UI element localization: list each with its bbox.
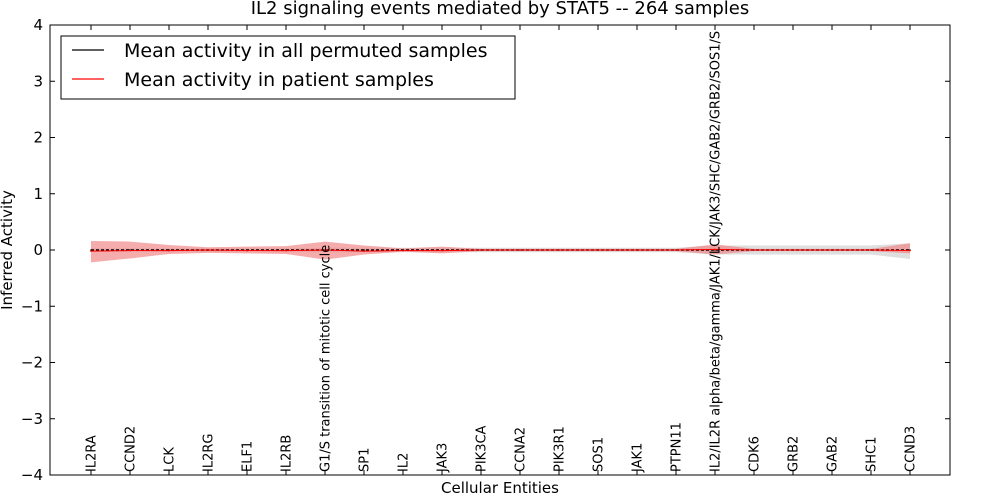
y-axis: −4 −3 −2 −1 0 1 2 3 4 xyxy=(21,16,950,484)
x-tick-label: IL2RB xyxy=(280,435,295,472)
y-axis-title: Inferred Activity xyxy=(0,190,16,310)
patient-point xyxy=(792,249,794,251)
permuted-point xyxy=(90,249,92,251)
legend-label-patient: Mean activity in patient samples xyxy=(124,69,434,91)
y-tick-label: 3 xyxy=(33,72,43,90)
x-tick-label: JAK3 xyxy=(436,443,451,473)
patient-point xyxy=(207,249,209,251)
x-tick-label: SHC1 xyxy=(865,437,880,472)
patient-point xyxy=(675,249,677,251)
x-tick-label: IL2 xyxy=(397,453,412,472)
patient-point xyxy=(402,249,404,252)
y-tick-label: −3 xyxy=(21,410,43,428)
patient-point xyxy=(714,248,716,251)
patient-point xyxy=(597,249,599,251)
y-tick-label: 4 xyxy=(33,16,43,34)
patient-point xyxy=(90,250,92,252)
patient-point xyxy=(480,249,482,251)
x-tick-label: GRB2 xyxy=(787,436,802,472)
x-tick-label: PIK3CA xyxy=(475,425,490,472)
x-tick-label: ELF1 xyxy=(241,441,256,472)
patient-point xyxy=(246,249,248,252)
x-tick-label: PIK3R1 xyxy=(553,426,568,472)
permuted-point xyxy=(363,249,365,251)
patient-point xyxy=(909,249,911,252)
legend-box xyxy=(60,35,516,100)
patient-point xyxy=(753,249,755,251)
legend-label-permuted: Mean activity in all permuted samples xyxy=(124,40,487,62)
series-lines xyxy=(90,248,911,252)
x-tick-label: CCND2 xyxy=(124,426,139,472)
legend: Mean activity in all permuted samples Me… xyxy=(60,35,516,100)
x-tick-label: CCNA2 xyxy=(514,427,529,472)
x-tick-label: JAK1 xyxy=(631,443,646,473)
y-tick-label: 1 xyxy=(33,185,43,203)
chart-title: IL2 signaling events mediated by STAT5 -… xyxy=(251,0,750,19)
y-tick-label: −1 xyxy=(21,297,43,315)
patient-point xyxy=(441,249,443,252)
x-tick-label: IL2RG xyxy=(202,434,217,472)
patient-point xyxy=(636,249,638,251)
patient-point xyxy=(168,249,170,252)
patient-point xyxy=(831,249,833,251)
x-tick-label: CCND3 xyxy=(904,426,919,472)
patient-point xyxy=(363,250,365,252)
patient-point xyxy=(129,249,131,252)
x-tick-label: CDK6 xyxy=(748,436,763,472)
x-tick-label: G1/S transition of mitotic cell cycle xyxy=(319,245,334,472)
x-tick-label: IL2RA xyxy=(85,435,100,472)
y-tick-label: −2 xyxy=(21,354,43,372)
patient-band xyxy=(91,241,910,263)
patient-point xyxy=(324,249,326,251)
patient-mean-line xyxy=(90,248,911,252)
x-tick-label: SOS1 xyxy=(592,437,607,472)
x-tick-label: GAB2 xyxy=(826,436,841,472)
y-tick-label: −4 xyxy=(21,466,43,484)
patient-point xyxy=(519,249,521,251)
x-tick-label: LCK xyxy=(163,447,178,472)
y-tick-label: 0 xyxy=(33,241,43,259)
x-tick-label: SP1 xyxy=(358,448,373,472)
patient-point xyxy=(285,249,287,252)
confidence-bands xyxy=(91,241,910,263)
x-axis: IL2RA CCND2 LCK IL2RG ELF1 IL2RB G1/S transiti… xyxy=(85,25,919,475)
patient-point xyxy=(870,249,872,251)
x-tick-label: IL2/IL2R alpha/beta/gamma/JAK1/LCK/JAK3/… xyxy=(709,31,724,472)
patient-point xyxy=(558,249,560,251)
y-tick-label: 2 xyxy=(33,129,43,147)
x-axis-title: Cellular Entities xyxy=(441,479,559,497)
x-tick-label: PTPN11 xyxy=(670,422,685,472)
